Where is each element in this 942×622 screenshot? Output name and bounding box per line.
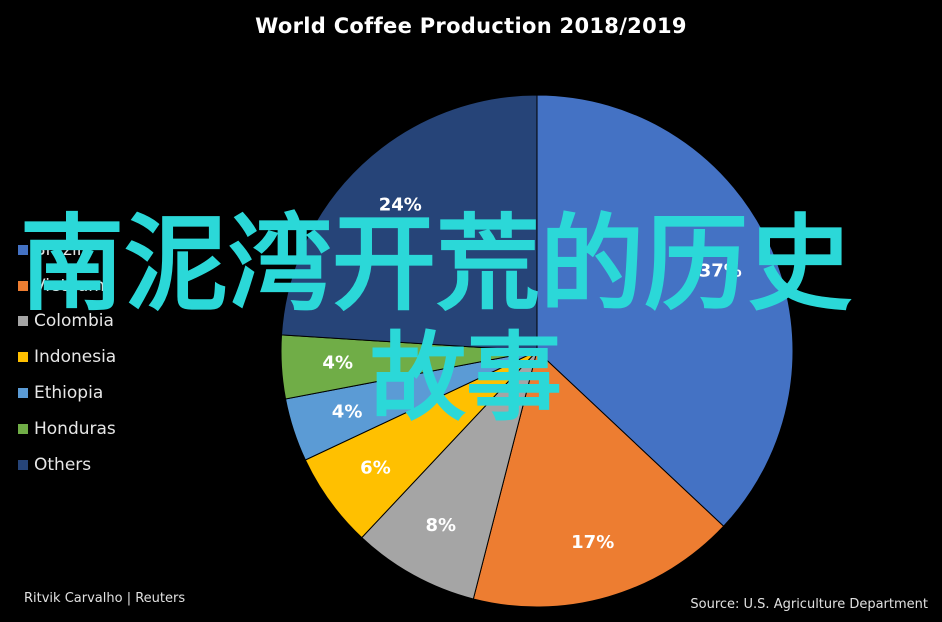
legend-item-brazil: Brazil <box>18 232 116 268</box>
legend-swatch <box>18 388 28 399</box>
overlay-text-line-2: 故事 <box>370 322 562 434</box>
legend-swatch <box>18 352 28 363</box>
legend-item-ethiopia: Ethiopia <box>18 375 116 411</box>
data-label-brazil: 37% <box>699 261 742 282</box>
data-label-ethiopia: 4% <box>332 402 363 423</box>
pie-slice-others <box>280 94 538 352</box>
legend-swatch <box>18 423 28 434</box>
chart-title: World Coffee Production 2018/2019 <box>255 14 687 38</box>
legend-label: Ethiopia <box>34 383 104 404</box>
pie-slice-vietnam <box>472 350 725 608</box>
chart-legend: Brazil Vietnam Colombia Indonesia Ethiopia Ho… <box>18 232 116 483</box>
legend-swatch <box>18 280 28 291</box>
legend-swatch <box>18 459 28 470</box>
legend-item-colombia: Colombia <box>18 304 116 340</box>
legend-swatch <box>18 316 28 327</box>
legend-label: Indonesia <box>34 347 117 368</box>
legend-label: Colombia <box>34 311 114 332</box>
legend-label: Others <box>34 454 92 475</box>
legend-swatch <box>18 244 28 255</box>
data-label-others: 24% <box>379 194 422 215</box>
legend-label: Brazil <box>34 239 82 260</box>
legend-item-vietnam: Vietnam <box>18 268 116 304</box>
pie-slice-colombia <box>361 350 538 600</box>
source-text: Source: U.S. Agriculture Department <box>690 597 928 612</box>
credit-text: Ritvik Carvalho | Reuters <box>24 591 186 606</box>
legend-item-others: Others <box>18 447 116 483</box>
data-label-colombia: 8% <box>426 515 457 536</box>
legend-item-indonesia: Indonesia <box>18 339 116 375</box>
overlay-text-line-1: 南泥湾开荒的历史 <box>20 203 853 325</box>
data-label-honduras: 4% <box>322 353 353 374</box>
data-label-vietnam: 17% <box>571 532 614 553</box>
data-label-indonesia: 6% <box>360 457 391 478</box>
pie-slice-brazil <box>536 94 794 527</box>
legend-item-honduras: Honduras <box>18 411 116 447</box>
legend-label: Vietnam <box>34 275 105 296</box>
legend-label: Honduras <box>34 418 116 439</box>
